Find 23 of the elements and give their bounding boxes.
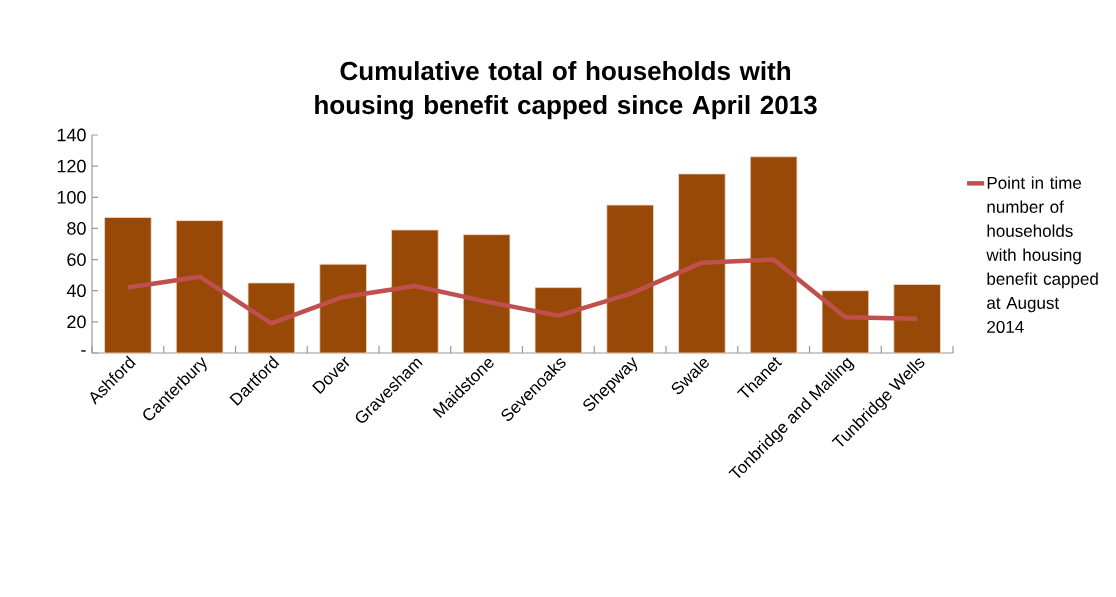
y-tick-label: 120 (57, 159, 86, 173)
bar (462, 234, 511, 354)
bar (606, 204, 654, 354)
y-tick-label: 20 (67, 315, 86, 329)
bar (319, 263, 367, 354)
bar (821, 290, 870, 354)
bar (749, 156, 798, 354)
y-tick-label: 100 (57, 190, 86, 204)
y-tick-label: 140 (57, 128, 86, 142)
y-tick-label: 80 (67, 222, 86, 235)
bar (893, 284, 941, 354)
legend-label: Point in time number of households with housing benefit capped at August 2014 (986, 176, 1098, 333)
y-tick-label: - (81, 350, 86, 352)
y-tick-label: 60 (67, 253, 86, 266)
bar (534, 287, 583, 354)
y-tick-label: 40 (66, 284, 86, 298)
bar (391, 229, 439, 354)
bar (247, 282, 296, 354)
bar (175, 220, 224, 354)
bar (678, 173, 726, 354)
bar (104, 217, 152, 354)
chart-title: Cumulative total of households with housing benefit capped since April 2013 (315, 61, 817, 120)
line-series (125, 257, 920, 326)
